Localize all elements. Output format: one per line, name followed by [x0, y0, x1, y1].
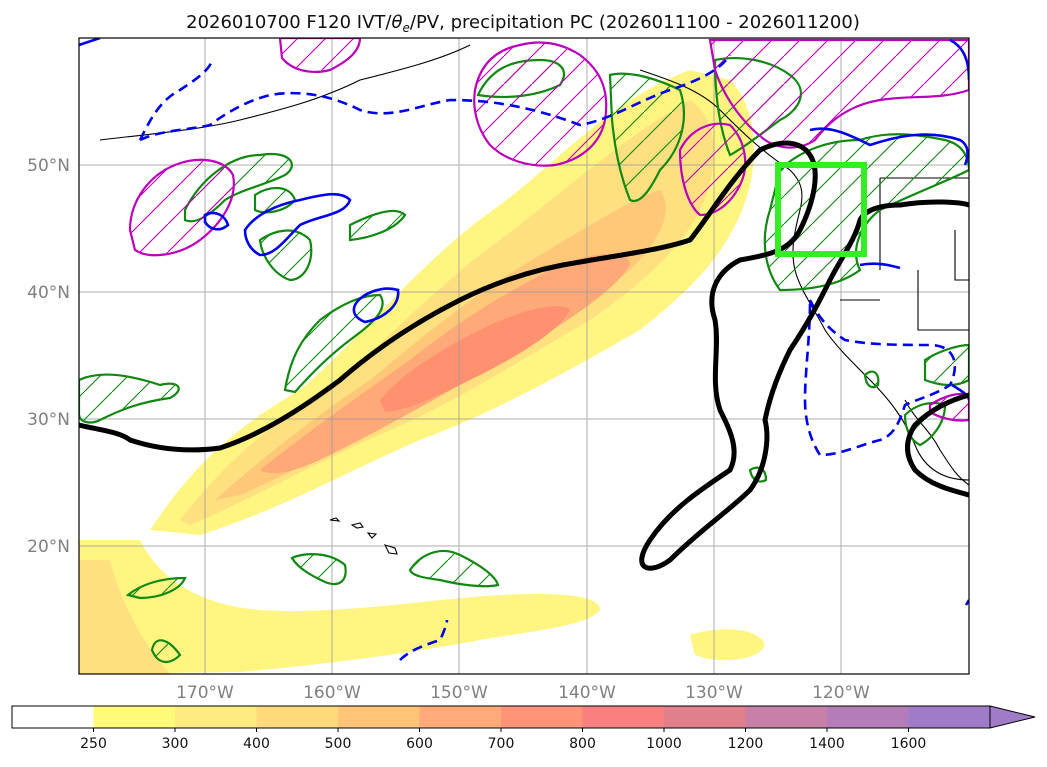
- colorbar-swatch: [827, 706, 909, 728]
- map-frame: [78, 37, 970, 675]
- colorbar-label: 800: [569, 736, 596, 752]
- colorbar-swatch: [664, 706, 746, 728]
- map-area: [79, 38, 969, 674]
- ivt-contour-250-south: [79, 540, 600, 674]
- highlight-box: [775, 162, 867, 257]
- colorbar-label: 500: [325, 736, 352, 752]
- precip-magenta-regions: [128, 38, 969, 422]
- lat-label-40: 40°N: [27, 283, 70, 303]
- ivt-contour-300-south: [79, 560, 170, 674]
- lon-label-150w: 150°W: [430, 683, 488, 703]
- ivt-contour-600: [380, 306, 570, 412]
- hawaii-islands: [329, 517, 398, 555]
- lon-label-140w: 140°W: [558, 683, 616, 703]
- colorbar-swatch: [908, 706, 991, 728]
- lon-label-170w: 170°W: [176, 683, 234, 703]
- coast-alaska: [99, 44, 471, 141]
- colorbar-swatch: [93, 706, 176, 728]
- colorbar-swatch: [745, 706, 828, 728]
- lon-label-160w: 160°W: [303, 683, 361, 703]
- colorbar-label: 1400: [809, 736, 845, 752]
- colorbar-swatch: [419, 706, 502, 728]
- colorbar-label: 250: [80, 736, 107, 752]
- colorbar-label: 400: [243, 736, 270, 752]
- colorbar-swatch: [582, 706, 665, 728]
- colorbar-swatch: [12, 706, 94, 728]
- map-title: 2026010700 F120 IVT/θe/PV, precipitation…: [186, 12, 860, 35]
- lat-label-20: 20°N: [27, 537, 70, 557]
- lat-label-30: 30°N: [27, 410, 70, 430]
- colorbar-label: 600: [406, 736, 433, 752]
- lon-label-120w: 120°W: [812, 683, 870, 703]
- colorbar-swatch: [175, 706, 257, 728]
- colorbar-label: 700: [488, 736, 515, 752]
- colorbar-swatch: [338, 706, 420, 728]
- pv-dashed-contours: [138, 54, 957, 661]
- ivt-contour-250-blob: [690, 629, 765, 661]
- colorbar-label: 300: [162, 736, 189, 752]
- colorbar-swatch: [256, 706, 339, 728]
- colorbar: 250 300 400 500 600 700 800 1000 1200 1400 1600: [11, 705, 1036, 752]
- colorbar-label: 1200: [728, 736, 764, 752]
- colorbar-label: 1000: [646, 736, 682, 752]
- lon-label-130w: 130°W: [685, 683, 743, 703]
- lat-label-50: 50°N: [27, 156, 70, 176]
- colorbar-label: 1600: [891, 736, 927, 752]
- colorbar-extend-arrow: [989, 705, 1036, 729]
- colorbar-swatch: [501, 706, 583, 728]
- theta-e-contour: [79, 140, 969, 571]
